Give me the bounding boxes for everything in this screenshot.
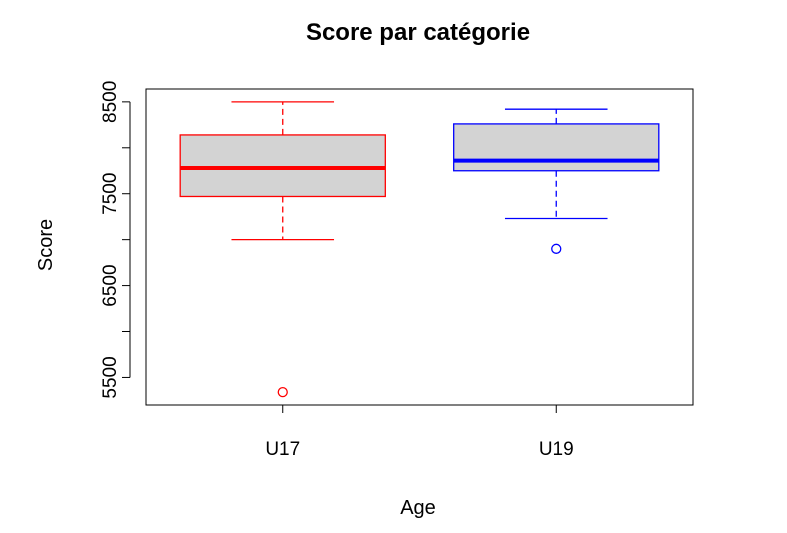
y-axis: 5500 6500 7500 8500 [100,81,131,399]
boxplot-series [179,101,660,398]
y-tick-label: 6500 [100,264,121,306]
outlier-point [277,386,288,398]
box-u17 [179,101,386,398]
box-iqr [179,134,386,198]
y-axis-label: Score [35,219,57,271]
box-iqr [453,123,660,172]
x-axis: U17 U19 [265,405,574,460]
outlier-point [551,243,562,254]
box-u19 [453,108,660,254]
chart-title: Score par catégorie [306,19,530,46]
x-tick-label: U17 [265,439,300,460]
y-tick-label: 8500 [100,81,121,123]
y-tick-label: 5500 [100,356,121,398]
y-tick-label: 7500 [100,173,121,215]
plot-frame [145,88,694,406]
x-axis-label: Age [400,497,436,519]
x-tick-label: U19 [539,439,574,460]
